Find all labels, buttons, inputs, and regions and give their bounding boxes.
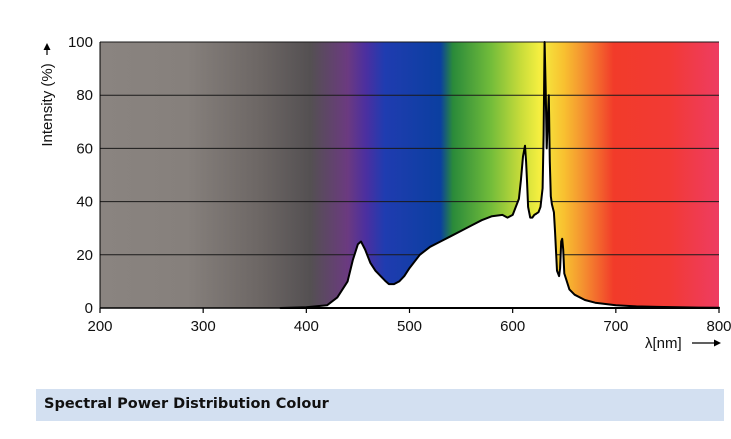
x-tick-label: 600	[500, 318, 525, 335]
intensity-series	[279, 41, 720, 309]
y-tick-label: 80	[76, 87, 93, 104]
y-tick-label: 60	[76, 140, 93, 157]
x-axis-title: λ[nm]	[645, 335, 682, 352]
caption-bar: Spectral Power Distribution Colour	[36, 389, 724, 421]
y-tick-label: 0	[85, 300, 93, 317]
x-tick-label: 400	[294, 318, 319, 335]
grid-lines	[100, 41, 719, 256]
y-axis-arrow-head	[43, 43, 51, 50]
spectral-chart: 200 300 400 500 600 700 800 0 20 40 60 80 100 Intens…	[39, 34, 731, 352]
x-tick-label: 500	[397, 318, 422, 335]
y-tick-label: 100	[68, 34, 93, 51]
y-tick-label: 40	[76, 194, 93, 211]
axes	[99, 42, 720, 313]
y-tick-label: 20	[76, 247, 93, 264]
x-axis-arrow-head	[714, 339, 721, 347]
axis-titles: Intensity (%) λ[nm]	[39, 43, 721, 352]
caption-title: Spectral Power Distribution Colour	[44, 396, 329, 412]
x-tick-label: 200	[87, 318, 112, 335]
x-tick-label: 700	[603, 318, 628, 335]
spectrum-gradient	[100, 42, 719, 308]
intensity-area	[279, 41, 720, 309]
spectrum-gradient-background	[100, 42, 719, 308]
x-tick-label: 300	[191, 318, 216, 335]
tick-labels: 200 300 400 500 600 700 800 0 20 40 60 80 100	[68, 34, 731, 335]
y-axis-title: Intensity (%)	[39, 63, 56, 146]
x-tick-label: 800	[706, 318, 731, 335]
